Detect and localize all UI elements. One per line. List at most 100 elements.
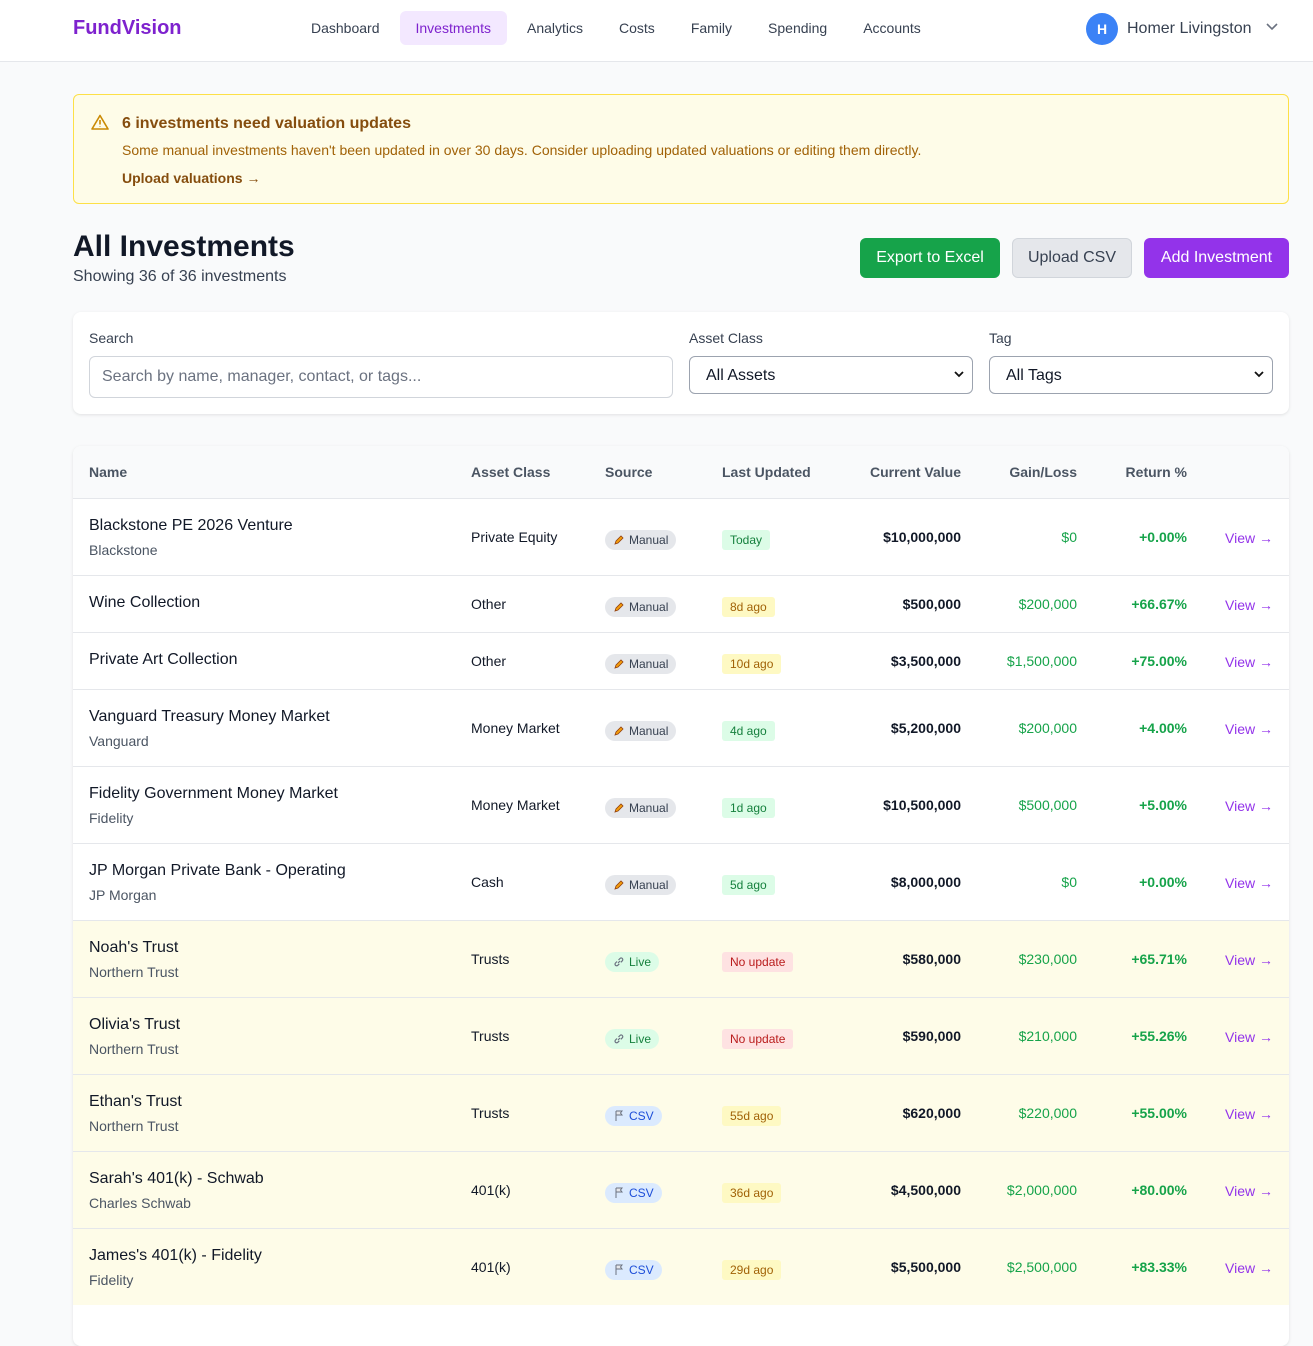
investment-name: Fidelity Government Money Market	[89, 785, 338, 802]
source-icon	[614, 658, 624, 669]
manager: Fidelity	[89, 810, 134, 826]
page-title: All Investments	[73, 230, 295, 263]
current-value: $590,000	[902, 1027, 961, 1044]
column-header: Name	[89, 464, 128, 480]
investment-name: James's 401(k) - Fidelity	[89, 1247, 262, 1264]
column-header: Return %	[1125, 464, 1187, 480]
view-link[interactable]: View →	[1225, 720, 1273, 737]
view-link[interactable]: View →	[1225, 653, 1273, 670]
table-row: James's 401(k) - Fidelity Fidelity 401(k) C…	[73, 1228, 1289, 1305]
brand[interactable]: FundVision	[73, 17, 182, 39]
chevron[interactable]	[1266, 23, 1278, 31]
current-value: $620,000	[902, 1104, 961, 1121]
export-button[interactable]: Export to Excel	[860, 238, 1000, 278]
manager: Fidelity	[89, 1272, 134, 1288]
source-icon	[614, 879, 624, 890]
add-button[interactable]: Add Investment	[1144, 238, 1289, 278]
nav-link[interactable]: Dashboard	[311, 20, 380, 36]
source-badge: Manual	[605, 720, 677, 741]
nav-link[interactable]: Analytics	[526, 20, 584, 36]
alert: 6 investments need valuation updates Som…	[73, 94, 1289, 204]
source-label: Live	[629, 954, 652, 969]
gain-loss: $0	[1061, 528, 1077, 545]
return-pct: +83.33%	[1131, 1258, 1187, 1275]
user-name[interactable]: Homer Livingston	[1127, 20, 1252, 37]
view-link[interactable]: View →	[1225, 1259, 1273, 1276]
investment-name: Private Art Collection	[89, 651, 238, 668]
table-row: Blackstone PE 2026 Venture Blackstone Priv…	[73, 498, 1289, 575]
source-icon	[614, 956, 624, 966]
source-label: Manual	[629, 656, 669, 671]
return-pct: +0.00%	[1139, 873, 1187, 890]
search-label: Search	[89, 330, 134, 346]
view-link[interactable]: View →	[1225, 1182, 1273, 1199]
gain-loss: $230,000	[1018, 950, 1077, 967]
warning-icon	[91, 114, 109, 130]
view-link[interactable]: View →	[1225, 797, 1273, 814]
table-row: Wine Collection Other Manual 8d ago $500,000…	[73, 575, 1289, 632]
nav-link[interactable]: Costs	[619, 20, 655, 36]
page: FundVision Dashboard Investments Analytics…	[0, 11, 1313, 1305]
nav-links: Dashboard Investments Analytics Costs Family…	[295, 11, 937, 45]
view-link[interactable]: View →	[1225, 951, 1273, 968]
gain-loss: $0	[1061, 873, 1077, 890]
column-header: Current Value	[869, 464, 961, 480]
avatar[interactable]: H	[1086, 13, 1118, 45]
view-link[interactable]: View →	[1225, 529, 1273, 546]
table-row: Fidelity Government Money Market Fidelity…	[73, 766, 1289, 843]
asset-class: Other	[471, 652, 507, 669]
investment-name: Blackstone PE 2026 Venture	[89, 517, 293, 534]
column-header: Source	[605, 464, 653, 480]
nav-link[interactable]: Investments	[399, 11, 507, 45]
manager: Vanguard	[89, 733, 149, 749]
source-label: CSV	[629, 1262, 654, 1277]
view-link[interactable]: View →	[1225, 874, 1273, 891]
nav-link[interactable]: Family	[690, 20, 733, 36]
source-badge: Manual	[605, 596, 677, 617]
search-input[interactable]: Search by name, manager, contact, or tag…	[89, 356, 673, 398]
updated-badge: 5d ago	[722, 874, 775, 895]
nav-link[interactable]: Spending	[768, 20, 828, 36]
asset-select[interactable]: All Assets	[689, 356, 973, 394]
asset-class: 401(k)	[471, 1258, 511, 1275]
view-link[interactable]: View →	[1225, 596, 1273, 613]
source-badge: Manual	[605, 529, 677, 550]
current-value: $3,500,000	[890, 652, 961, 669]
view-link[interactable]: View →	[1225, 1105, 1273, 1122]
source-icon	[614, 534, 624, 545]
updated-badge: 1d ago	[722, 797, 775, 818]
source-badge: Manual	[605, 797, 677, 818]
current-value: $5,200,000	[890, 719, 961, 736]
source-label: Manual	[629, 599, 669, 614]
alert-link[interactable]: Upload valuations →	[122, 170, 261, 186]
current-value: $5,500,000	[890, 1258, 961, 1275]
return-pct: +5.00%	[1139, 796, 1187, 813]
updated-badge: 4d ago	[722, 720, 775, 741]
source-badge: Live	[605, 1028, 660, 1049]
source-badge: CSV	[605, 1105, 662, 1126]
asset-label: Asset Class	[689, 330, 763, 346]
return-pct: +80.00%	[1131, 1181, 1187, 1198]
tag-select[interactable]: All Tags	[989, 356, 1273, 394]
chevron	[954, 371, 964, 378]
gain-loss: $1,500,000	[1006, 652, 1077, 669]
investment-name: Vanguard Treasury Money Market	[89, 708, 330, 725]
nav-link[interactable]: Accounts	[863, 20, 921, 36]
view-link[interactable]: View →	[1225, 1028, 1273, 1045]
column-header: Asset Class	[471, 464, 551, 480]
current-value: $10,500,000	[883, 796, 961, 813]
filters: Search Search by name, manager, contact,…	[73, 312, 1289, 414]
current-value: $4,500,000	[890, 1181, 961, 1198]
gain-loss: $200,000	[1018, 719, 1077, 736]
alert-message: Some manual investments haven't been upd…	[122, 142, 922, 158]
source-label: Manual	[629, 877, 669, 892]
tag-value: All Tags	[1006, 367, 1062, 384]
source-icon	[614, 725, 624, 736]
manager: Northern Trust	[89, 1118, 179, 1134]
upload-button[interactable]: Upload CSV	[1012, 238, 1132, 278]
gain-loss: $500,000	[1018, 796, 1077, 813]
updated-badge: Today	[722, 529, 771, 550]
investment-name: Sarah's 401(k) - Schwab	[89, 1170, 264, 1187]
current-value: $8,000,000	[890, 873, 961, 890]
page-subtitle: Showing 36 of 36 investments	[73, 268, 287, 285]
